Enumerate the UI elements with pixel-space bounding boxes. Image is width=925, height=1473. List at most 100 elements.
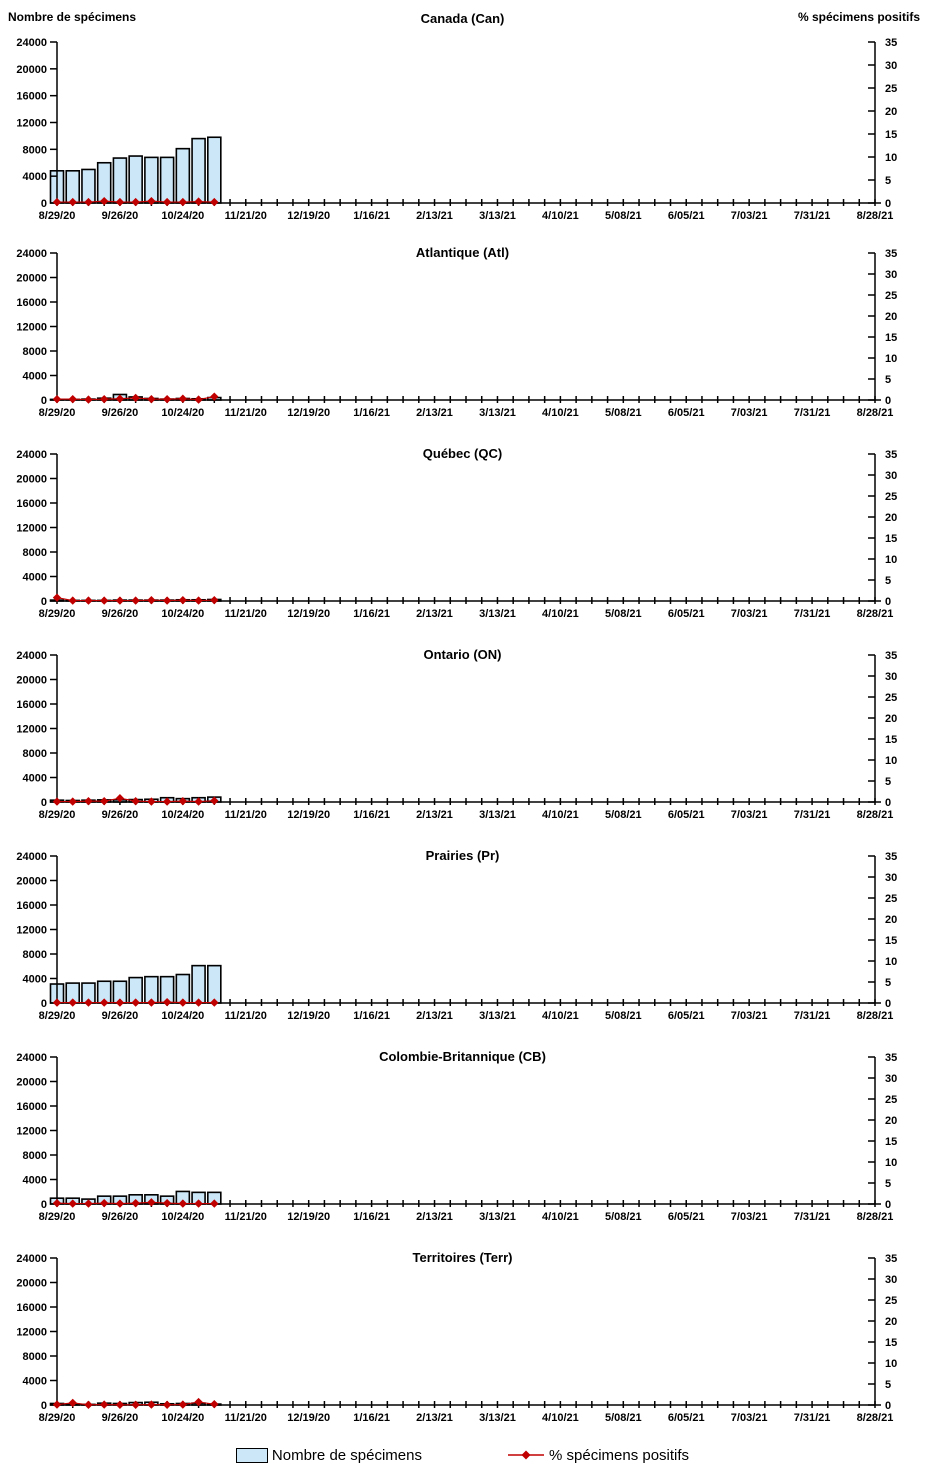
axes [50, 1257, 881, 1408]
panel-chart: 0 4000 8000 12000 16000 20000 24000 0 5 10 15 20 25 3… [16, 1052, 897, 1223]
svg-text:8/29/20: 8/29/20 [39, 1010, 76, 1022]
svg-text:8/29/20: 8/29/20 [39, 1412, 76, 1424]
svg-text:0: 0 [41, 596, 47, 608]
svg-text:7/31/21: 7/31/21 [794, 608, 831, 620]
tick-labels: 0 4000 8000 12000 16000 20000 24000 0 5 10 15 20 25 3… [16, 650, 897, 821]
svg-text:3/13/21: 3/13/21 [479, 1010, 516, 1022]
svg-text:24000: 24000 [16, 1052, 47, 1064]
svg-text:0: 0 [41, 198, 47, 210]
svg-text:10: 10 [885, 956, 897, 968]
svg-text:0: 0 [41, 797, 47, 809]
pct-marker [99, 1400, 109, 1409]
svg-text:20: 20 [885, 713, 897, 725]
axes [50, 654, 881, 805]
pct-marker [178, 595, 188, 605]
pct-marker [131, 796, 140, 806]
svg-text:15: 15 [885, 129, 897, 141]
svg-text:30: 30 [885, 269, 897, 281]
axes [50, 855, 881, 1006]
svg-text:0: 0 [885, 1400, 891, 1412]
svg-text:6/05/21: 6/05/21 [668, 407, 705, 419]
axes [50, 252, 881, 403]
svg-text:8/28/21: 8/28/21 [857, 809, 894, 821]
pct-marker [131, 596, 140, 605]
pct-marker [210, 1399, 219, 1409]
svg-text:12/19/20: 12/19/20 [287, 608, 330, 620]
svg-text:6/05/21: 6/05/21 [668, 809, 705, 821]
svg-text:30: 30 [885, 671, 897, 683]
svg-text:12000: 12000 [16, 724, 47, 736]
axes [50, 1056, 881, 1207]
svg-text:12/19/20: 12/19/20 [287, 809, 330, 821]
svg-text:5: 5 [885, 1178, 891, 1190]
svg-text:10/24/20: 10/24/20 [161, 210, 204, 222]
svg-text:20000: 20000 [16, 675, 47, 687]
svg-text:10: 10 [885, 755, 897, 767]
specimen-bar [175, 147, 191, 204]
svg-text:16000: 16000 [16, 1101, 47, 1113]
legend-item-specimens: Nombre de spécimens [235, 1447, 422, 1464]
svg-text:4/10/21: 4/10/21 [542, 1211, 579, 1223]
svg-text:15: 15 [885, 734, 897, 746]
svg-text:30: 30 [885, 60, 897, 72]
pct-marker [68, 394, 77, 404]
svg-text:3/13/21: 3/13/21 [479, 809, 516, 821]
svg-text:4/10/21: 4/10/21 [542, 210, 579, 222]
svg-text:25: 25 [885, 83, 897, 95]
axes [50, 41, 881, 206]
pct-marker [99, 596, 109, 605]
svg-text:2/13/21: 2/13/21 [416, 407, 453, 419]
svg-text:8/28/21: 8/28/21 [857, 1010, 894, 1022]
svg-text:8/29/20: 8/29/20 [39, 210, 76, 222]
svg-text:6/05/21: 6/05/21 [668, 1211, 705, 1223]
svg-text:3/13/21: 3/13/21 [479, 1412, 516, 1424]
svg-text:24000: 24000 [16, 37, 47, 49]
svg-text:8/28/21: 8/28/21 [857, 407, 894, 419]
svg-text:10: 10 [885, 554, 897, 566]
svg-text:12/19/20: 12/19/20 [287, 210, 330, 222]
svg-text:5: 5 [885, 175, 891, 187]
pct-marker [147, 595, 156, 605]
svg-text:7/31/21: 7/31/21 [794, 210, 831, 222]
svg-text:35: 35 [885, 650, 897, 662]
svg-text:20: 20 [885, 311, 897, 323]
svg-text:16000: 16000 [16, 699, 47, 711]
svg-text:4000: 4000 [23, 572, 47, 584]
panel-chart: 0 4000 8000 12000 16000 20000 24000 0 5 10 15 20 25 3… [16, 449, 897, 620]
svg-text:8/29/20: 8/29/20 [39, 809, 76, 821]
svg-text:12000: 12000 [16, 118, 47, 130]
svg-text:0: 0 [885, 1199, 891, 1211]
legend-item-positives: % spécimens positifs [507, 1447, 689, 1464]
pct-marker [162, 1400, 172, 1409]
svg-text:8/28/21: 8/28/21 [857, 1412, 894, 1424]
tick-labels: 0 4000 8000 12000 16000 20000 24000 0 5 10 15 20 25 3… [16, 248, 897, 419]
svg-text:20000: 20000 [16, 1278, 47, 1290]
svg-text:3/13/21: 3/13/21 [479, 407, 516, 419]
svg-text:11/21/20: 11/21/20 [225, 407, 267, 419]
panel-chart: 0 4000 8000 12000 16000 20000 24000 0 5 10 15 20 25 3… [16, 851, 897, 1022]
specimen-bars [49, 964, 222, 1004]
svg-text:10: 10 [885, 1157, 897, 1169]
svg-text:12000: 12000 [16, 925, 47, 937]
svg-text:20000: 20000 [16, 273, 47, 285]
svg-text:3/13/21: 3/13/21 [479, 1211, 516, 1223]
svg-text:0: 0 [41, 1199, 47, 1211]
svg-text:10: 10 [885, 353, 897, 365]
pct-marker [210, 796, 219, 805]
svg-text:8/29/20: 8/29/20 [39, 407, 76, 419]
svg-text:25: 25 [885, 290, 897, 302]
svg-text:16000: 16000 [16, 900, 47, 912]
svg-text:12/19/20: 12/19/20 [287, 1211, 330, 1223]
svg-text:12000: 12000 [16, 322, 47, 334]
svg-text:10: 10 [885, 152, 897, 164]
pct-marker [162, 197, 172, 207]
svg-text:20: 20 [885, 512, 897, 524]
panel-chart: 0 4000 8000 12000 16000 20000 24000 0 5 10 15 20 25 3… [16, 37, 897, 222]
svg-text:8/29/20: 8/29/20 [39, 608, 76, 620]
svg-text:16000: 16000 [16, 1302, 47, 1314]
svg-text:8000: 8000 [23, 346, 47, 358]
svg-text:1/16/21: 1/16/21 [353, 407, 390, 419]
svg-text:5: 5 [885, 575, 891, 587]
pct-marker [147, 196, 156, 206]
